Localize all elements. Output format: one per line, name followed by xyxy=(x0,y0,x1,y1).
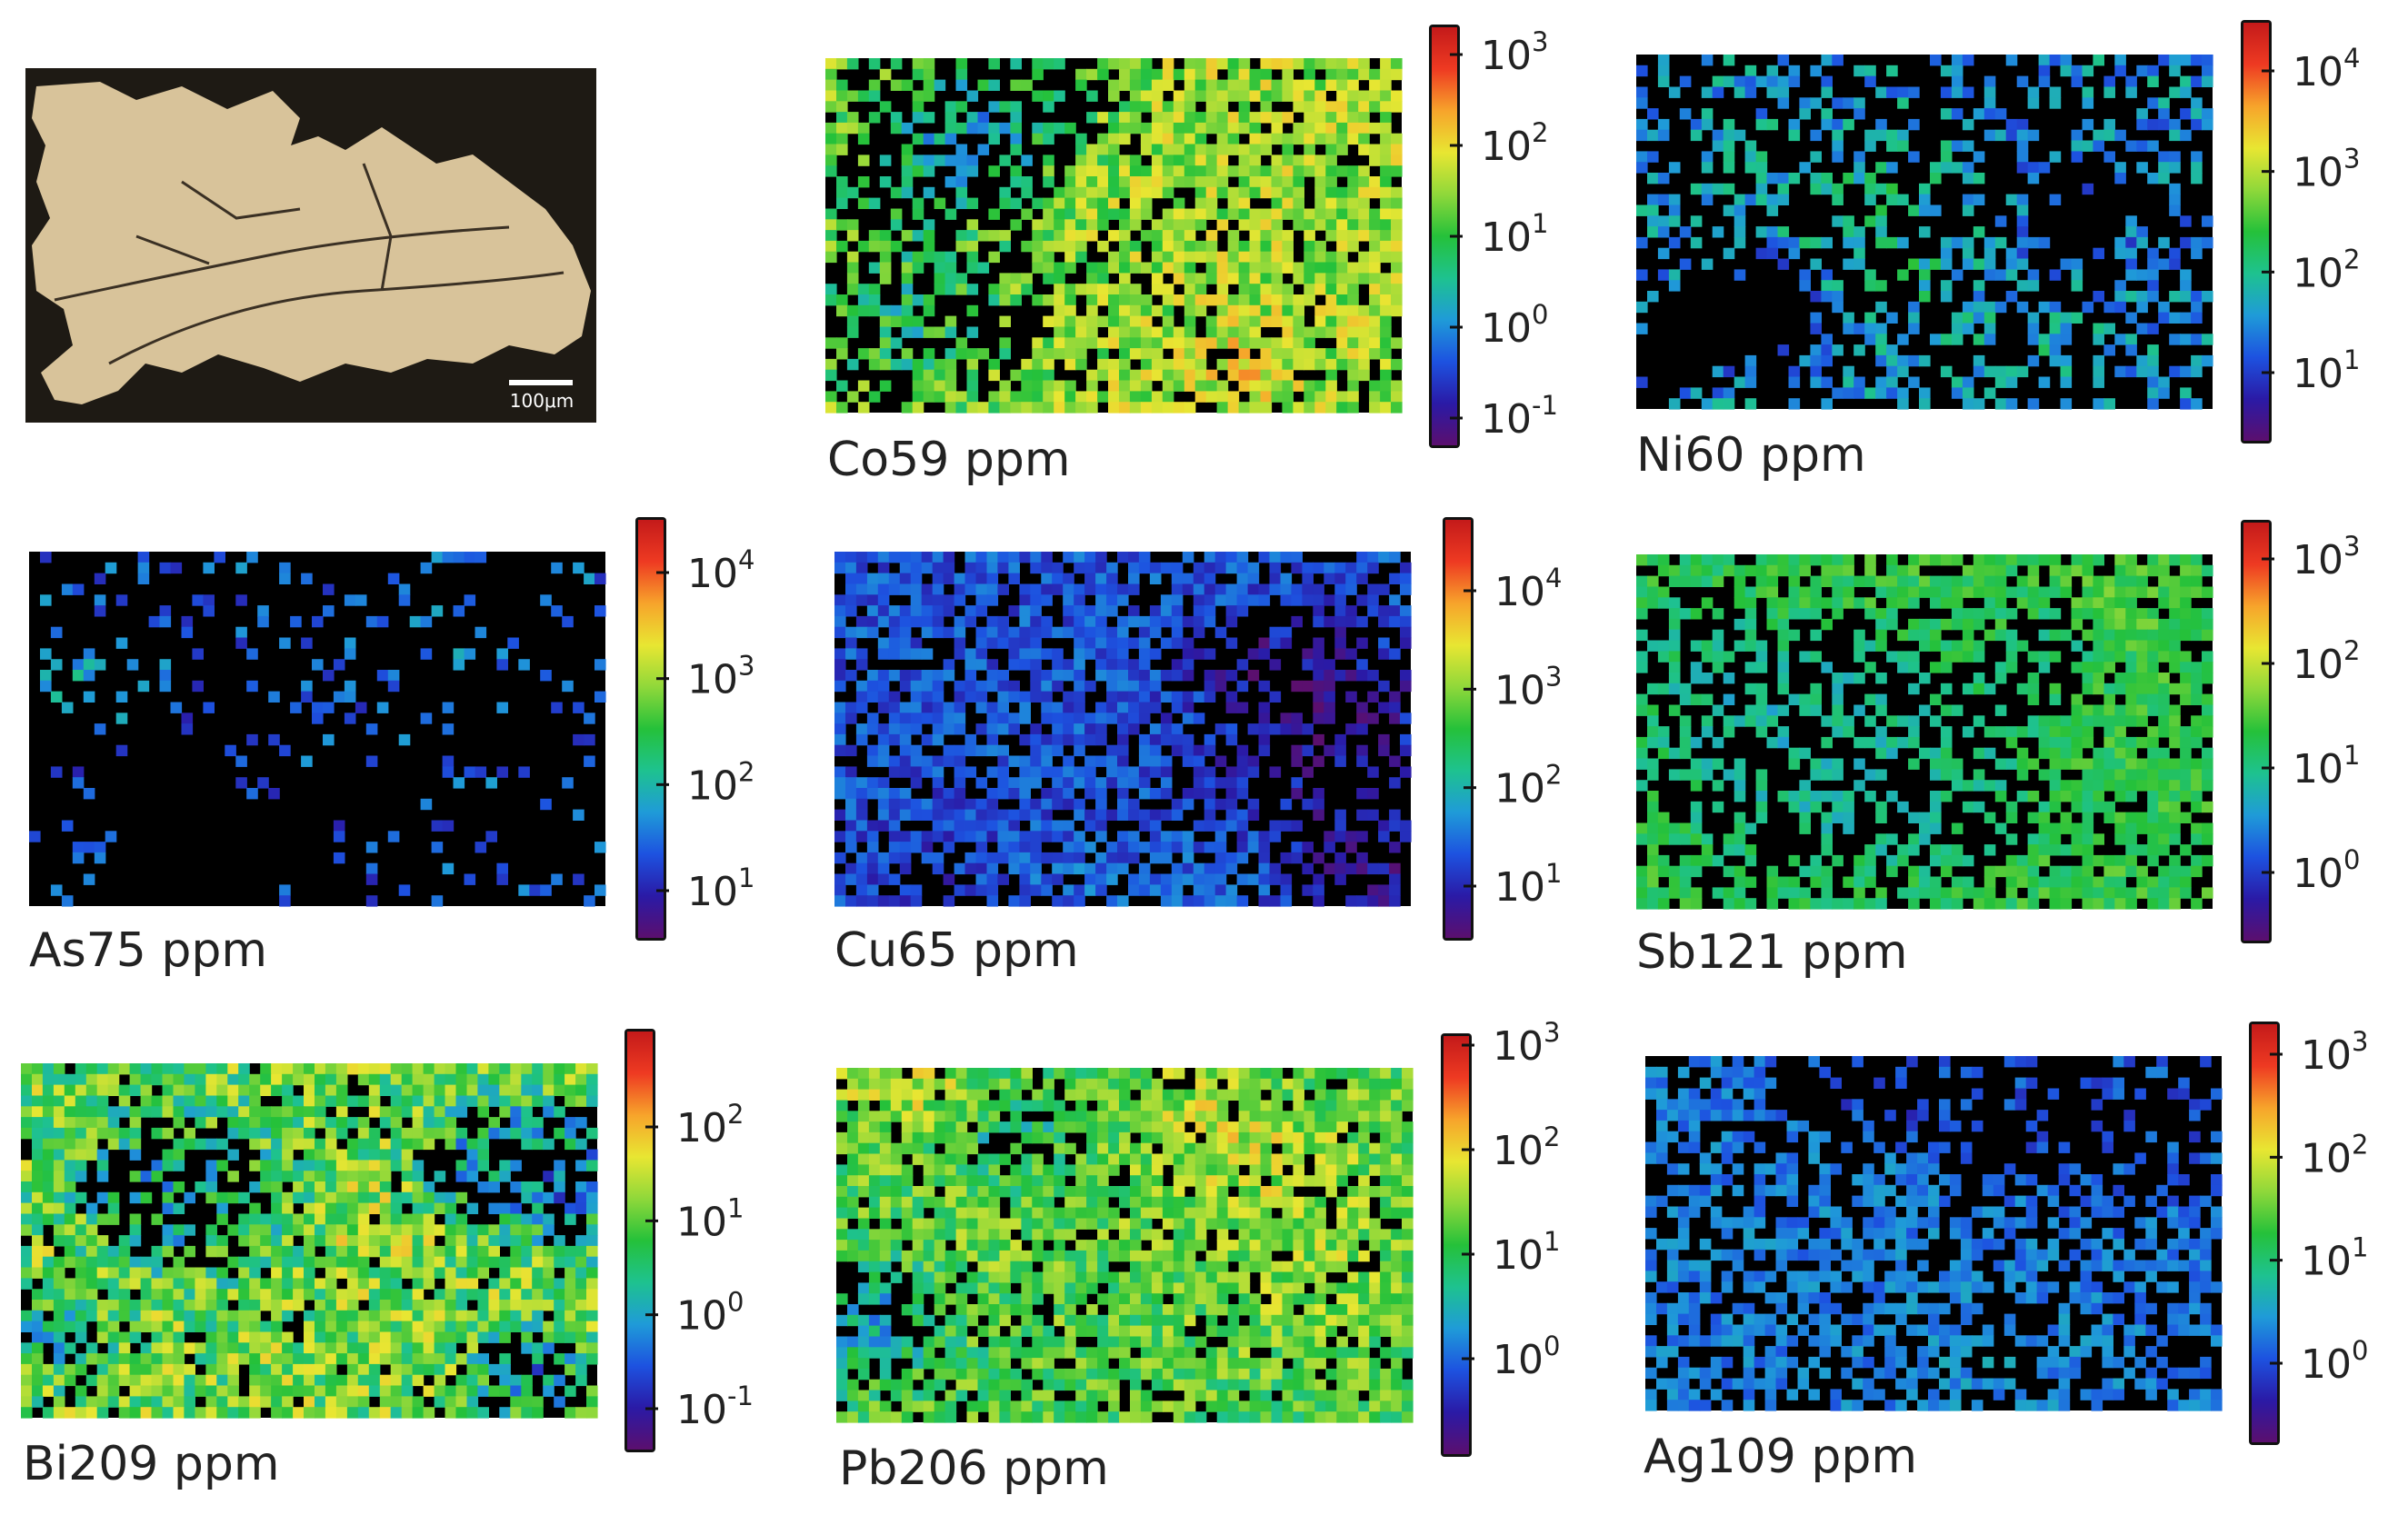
panel-co: 103 102 101 100 10-1 Co59 ppm xyxy=(825,25,1558,487)
colorbar-gradient-as xyxy=(638,520,664,938)
colorbar-tick-label-co-3: 100 xyxy=(1481,299,1548,352)
colorbar-tick-label-ni-3: 101 xyxy=(2293,344,2360,397)
colorbar-ni: 104 103 102 101 xyxy=(2241,20,2360,444)
panel-pb: 103 102 101 100 Pb206 ppm xyxy=(836,1017,1560,1496)
colorbar-tick-label-cu-0: 104 xyxy=(1494,563,1562,615)
colorbar-tick-label-bi-2: 100 xyxy=(676,1287,744,1340)
colorbar-tick-label-bi-1: 101 xyxy=(676,1192,744,1245)
panel-label-co: Co59 ppm xyxy=(827,433,1071,487)
colorbar-gradient-pb xyxy=(1444,1036,1469,1454)
colorbar-tick-label-ag-3: 100 xyxy=(2301,1335,2368,1388)
map-cells-as xyxy=(29,552,606,907)
panel-label-ag: Ag109 ppm xyxy=(1644,1430,1917,1484)
colorbar-tick-label-sb-1: 102 xyxy=(2293,635,2360,688)
panel-cu: 104 103 102 101 Cu65 ppm xyxy=(834,517,1562,978)
colorbar-tick-label-as-2: 102 xyxy=(687,756,754,809)
colorbar-gradient-cu xyxy=(1445,520,1471,938)
colorbar-tick-label-co-2: 101 xyxy=(1481,208,1548,261)
colorbar-gradient-sb xyxy=(2243,523,2269,941)
panel-label-pb: Pb206 ppm xyxy=(839,1441,1109,1496)
map-cells-co xyxy=(825,58,1403,414)
element-map-ni xyxy=(1636,55,2213,410)
colorbar-gradient-ni xyxy=(2243,23,2269,441)
mineral-grain xyxy=(32,82,591,404)
panel-sb: 103 102 101 100 Sb121 ppm xyxy=(1636,520,2360,980)
colorbar-tick-label-pb-1: 102 xyxy=(1493,1121,1560,1174)
colorbar-tick-label-cu-3: 101 xyxy=(1494,858,1562,911)
colorbar-gradient-ag xyxy=(2252,1024,2277,1442)
panel-label-ni: Ni60 ppm xyxy=(1636,428,1866,483)
colorbar-tick-label-pb-3: 100 xyxy=(1493,1331,1560,1383)
colorbar-gradient-bi xyxy=(627,1032,653,1450)
colorbar-pb: 103 102 101 100 xyxy=(1441,1017,1560,1457)
map-cells-ni xyxy=(1636,55,2213,410)
panel-ag: 103 102 101 100 Ag109 ppm xyxy=(1644,1022,2368,1484)
panel-as: 104 103 102 101 As75 ppm xyxy=(29,517,754,978)
map-cells-pb xyxy=(836,1068,1414,1423)
colorbar-tick-label-ag-1: 102 xyxy=(2301,1129,2368,1181)
grain-fractures xyxy=(54,163,565,365)
colorbar-sb: 103 102 101 100 xyxy=(2241,520,2360,943)
colorbar-ag: 103 102 101 100 xyxy=(2249,1022,2368,1445)
colorbar-tick-label-ni-1: 103 xyxy=(2293,144,2360,196)
panel-bi: 102 101 100 10-1 Bi209 ppm xyxy=(21,1029,754,1491)
colorbar-as: 104 103 102 101 xyxy=(635,517,754,941)
panel-label-bi: Bi209 ppm xyxy=(23,1437,280,1491)
element-map-as xyxy=(29,552,606,907)
panel-ni: 104 103 102 101 Ni60 ppm xyxy=(1636,20,2360,483)
map-cells-ag xyxy=(1645,1056,2223,1411)
element-map-ag xyxy=(1645,1056,2223,1411)
colorbar-tick-label-bi-3: 10-1 xyxy=(676,1380,754,1433)
map-background-as xyxy=(29,552,605,906)
element-map-pb xyxy=(836,1068,1414,1423)
colorbar-tick-label-sb-0: 103 xyxy=(2293,531,2360,583)
colorbar-tick-label-ni-0: 104 xyxy=(2293,43,2360,95)
colorbar-tick-label-as-3: 101 xyxy=(687,862,754,915)
colorbar-tick-label-pb-0: 103 xyxy=(1493,1017,1560,1070)
panel-label-sb: Sb121 ppm xyxy=(1636,925,1907,980)
colorbar-tick-label-ag-0: 103 xyxy=(2301,1026,2368,1079)
element-map-bi xyxy=(21,1063,598,1419)
colorbar-tick-label-cu-2: 102 xyxy=(1494,760,1562,812)
panel-label-cu: Cu65 ppm xyxy=(834,923,1079,978)
colorbar-tick-label-bi-0: 102 xyxy=(676,1099,744,1151)
map-cells-bi xyxy=(21,1063,598,1419)
colorbar-tick-label-as-0: 104 xyxy=(687,544,754,597)
map-cells-cu xyxy=(834,552,1412,907)
element-map-sb xyxy=(1636,554,2213,910)
element-map-co xyxy=(825,58,1403,414)
colorbar-tick-label-ni-2: 102 xyxy=(2293,244,2360,296)
map-cells-sb xyxy=(1636,554,2213,910)
colorbar-tick-label-ag-2: 101 xyxy=(2301,1232,2368,1285)
colorbar-bi: 102 101 100 10-1 xyxy=(624,1029,754,1452)
colorbar-tick-label-as-1: 103 xyxy=(687,651,754,703)
scale-bar-label: 100μm xyxy=(510,390,574,412)
colorbar-tick-label-co-0: 103 xyxy=(1481,26,1548,79)
micrograph-panel: 100μm xyxy=(25,68,596,423)
scale-bar: 100μm xyxy=(509,380,574,412)
colorbar-co: 103 102 101 100 10-1 xyxy=(1429,25,1558,448)
element-map-cu xyxy=(834,552,1412,907)
colorbar-tick-label-sb-2: 101 xyxy=(2293,740,2360,792)
colorbar-tick-label-co-4: 10-1 xyxy=(1481,390,1558,443)
colorbar-cu: 104 103 102 101 xyxy=(1443,517,1562,941)
colorbar-tick-label-pb-2: 101 xyxy=(1493,1226,1560,1279)
panel-label-as: As75 ppm xyxy=(29,923,267,978)
colorbar-tick-label-cu-1: 103 xyxy=(1494,661,1562,713)
colorbar-tick-label-co-1: 102 xyxy=(1481,117,1548,170)
colorbar-tick-label-sb-3: 100 xyxy=(2293,844,2360,897)
